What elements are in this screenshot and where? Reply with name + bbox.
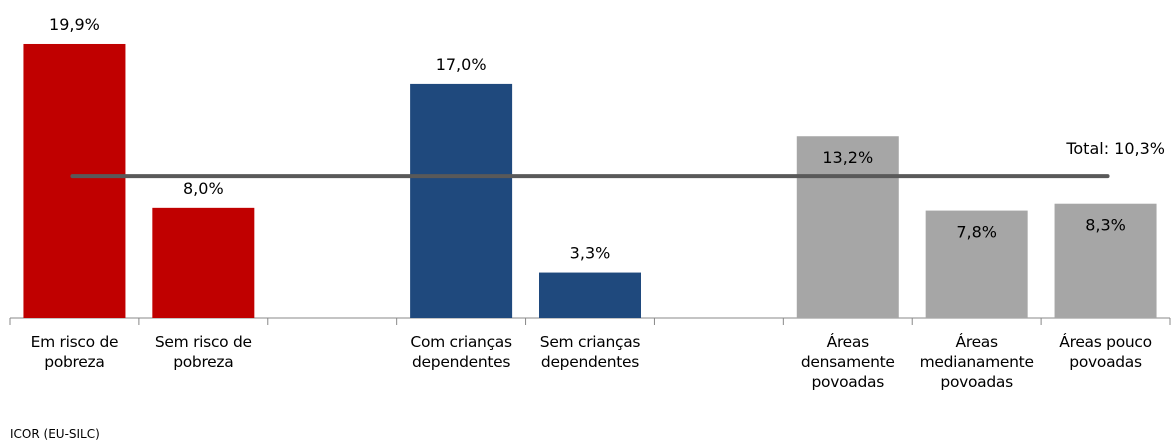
bar: [410, 83, 513, 318]
x-tick-label: Áreas densamente povoadas: [800, 333, 895, 391]
value-label: 8,3%: [1085, 216, 1126, 235]
value-label: 19,9%: [49, 15, 100, 34]
reference-label: Total: 10,3%: [1065, 139, 1165, 158]
x-tick-label: Áreas medianamente povoadas: [919, 333, 1034, 391]
bar: [23, 43, 126, 319]
bar: [1054, 203, 1157, 318]
x-tick-label: Com crianças dependentes: [410, 333, 512, 371]
x-tick-label: Sem risco de pobreza: [154, 333, 252, 371]
bar: [152, 207, 255, 318]
bar: [796, 136, 899, 318]
source: ICOR (EU-SILC): [10, 427, 100, 441]
x-tick-label: Sem crianças dependentes: [539, 333, 641, 371]
value-label: 8,0%: [183, 179, 224, 198]
value-label: 3,3%: [570, 244, 611, 263]
bar: [539, 272, 641, 318]
bar: [925, 210, 1028, 318]
x-tick-label: Em risco de pobreza: [30, 333, 119, 371]
value-label: 17,0%: [436, 55, 487, 74]
value-label: 13,2%: [822, 148, 873, 167]
value-label: 7,8%: [956, 223, 997, 242]
x-tick-label: Áreas pouco povoadas: [1059, 333, 1152, 371]
